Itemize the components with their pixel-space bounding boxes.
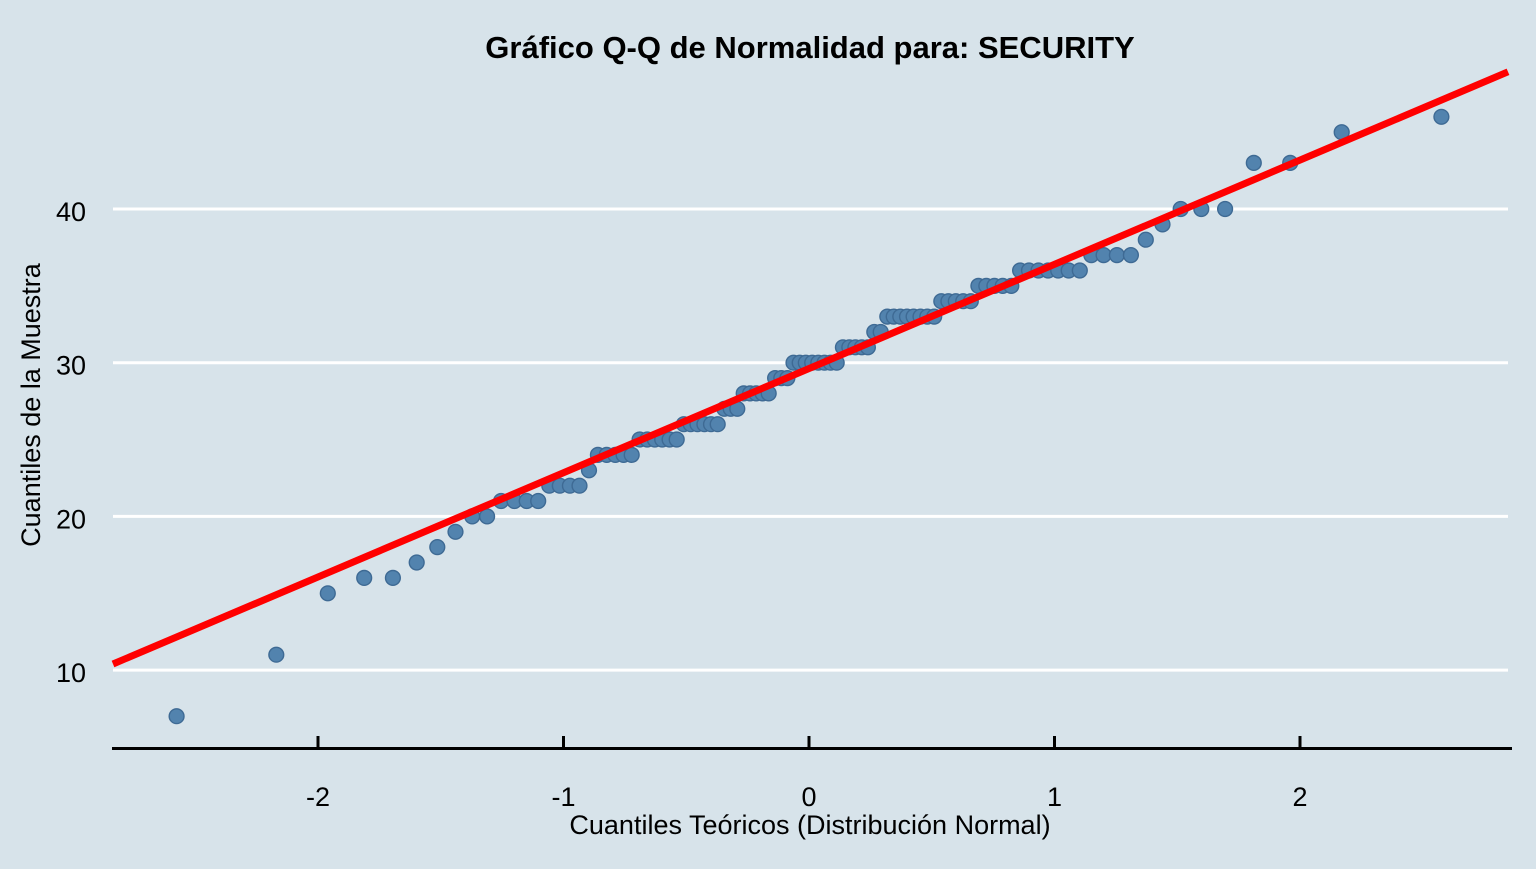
x-tick-label: 2 (1292, 782, 1307, 812)
y-tick-label: 10 (56, 658, 86, 688)
y-tick-labels: 10 20 30 40 (56, 197, 86, 688)
data-point (1108, 247, 1126, 264)
data-point (479, 508, 496, 525)
data-point (1433, 108, 1450, 125)
x-tick-label: -2 (306, 782, 330, 812)
x-tick-label: 0 (801, 782, 816, 812)
data-point (319, 585, 336, 602)
data-point (429, 538, 446, 556)
data-point (384, 569, 402, 587)
data-point (447, 523, 464, 540)
x-tick-label: -1 (551, 782, 575, 812)
data-point (1216, 200, 1234, 218)
y-axis-label: Cuantiles de la Muestra (16, 262, 46, 547)
data-point (571, 477, 588, 494)
data-point (168, 708, 185, 725)
data-point (1071, 262, 1088, 279)
data-point (268, 646, 285, 663)
y-tick-label: 20 (56, 504, 86, 534)
data-point (408, 554, 425, 571)
data-point (1122, 247, 1140, 264)
data-point (1095, 247, 1112, 264)
data-point (709, 416, 726, 433)
y-tick-label: 40 (56, 197, 86, 227)
x-axis-label: Cuantiles Teóricos (Distribución Normal) (569, 810, 1050, 840)
reference-line (111, 68, 1510, 668)
x-tick-labels: -2 -1 0 1 2 (306, 782, 1308, 812)
x-tick-label: 1 (1047, 782, 1062, 812)
data-point (1137, 231, 1154, 248)
y-tick-label: 30 (56, 351, 86, 381)
data-point (356, 569, 373, 587)
data-point (668, 431, 685, 448)
x-ticks (316, 736, 1302, 748)
data-point (1245, 154, 1262, 172)
chart-title: Gráfico Q-Q de Normalidad para: SECURITY (485, 30, 1135, 65)
data-point (530, 492, 547, 510)
